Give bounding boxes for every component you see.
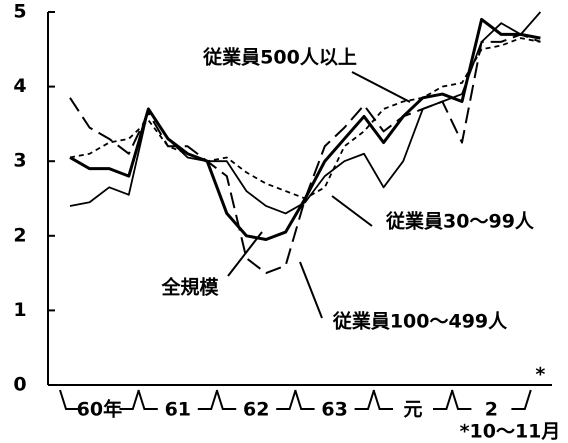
group-label: 61 [165, 399, 191, 421]
last-marker: * [535, 364, 545, 386]
group-bracket [215, 389, 297, 410]
label-bg [326, 309, 514, 335]
note: *10～11月 [460, 421, 561, 443]
y-tick-label: 2 [13, 224, 26, 246]
group-label: 63 [321, 399, 347, 421]
leader-line [227, 231, 263, 277]
label-bg [164, 275, 216, 301]
series-label: 従業員100～499人 [332, 310, 508, 333]
group-bracket [294, 389, 375, 410]
series-label: 従業員500人以上 [202, 46, 357, 69]
y-tick-label: 1 [13, 299, 26, 321]
leader-line [351, 71, 411, 103]
group-bracket [137, 389, 219, 410]
series-line [69, 11, 542, 215]
group-label: 60年 [77, 398, 122, 421]
label-bg [203, 45, 357, 71]
group-label: 62 [243, 399, 269, 421]
group-label: 2 [485, 399, 498, 421]
y-tick-label: 0 [13, 374, 26, 396]
y-tick-label: 5 [13, 1, 26, 23]
leader-line [331, 195, 373, 227]
series-label: 全規模 [160, 276, 219, 299]
series-line [69, 33, 541, 275]
group-bracket [59, 389, 140, 410]
leader-line [299, 261, 323, 319]
series-label: 従業員30～99人 [385, 210, 535, 233]
group-label: 元 [403, 399, 422, 421]
y-tick-label: 4 [13, 75, 26, 97]
label-bg [383, 209, 537, 235]
y-tick-label: 3 [13, 150, 26, 172]
series-line [69, 37, 541, 200]
group-bracket [372, 389, 454, 410]
group-bracket [451, 389, 532, 410]
